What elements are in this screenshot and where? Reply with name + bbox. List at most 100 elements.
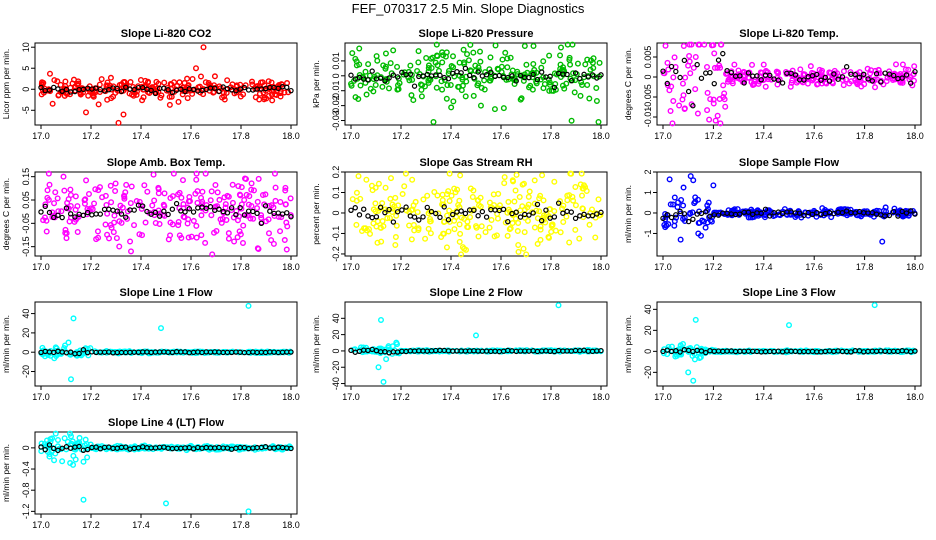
data-point: [501, 180, 508, 187]
reference-point: [513, 78, 519, 84]
reference-point: [547, 73, 553, 80]
data-point: [208, 188, 215, 195]
data-point: [531, 200, 538, 207]
data-point: [571, 89, 578, 96]
outlier-point: [677, 236, 684, 243]
data-point: [175, 218, 182, 225]
x-tick-label: 17.6: [182, 131, 200, 141]
data-point: [54, 78, 61, 85]
scatter-panel: Slope Li-820 CO2 17.0 17.2 17.4 17.6 17.8 18.0…: [1, 28, 300, 141]
data-point: [262, 191, 269, 198]
y-tick-label: 0.1: [331, 186, 341, 199]
data-point: [425, 77, 432, 84]
reference-point: [165, 211, 171, 218]
data-point: [696, 219, 703, 226]
data-point: [593, 85, 600, 92]
reference-point: [869, 78, 875, 84]
reference-point: [241, 84, 248, 91]
data-point: [178, 194, 185, 201]
x-tick-label: 17.4: [755, 392, 773, 402]
data-point: [569, 41, 576, 48]
data-point: [231, 90, 238, 97]
data-point: [560, 219, 567, 226]
x-tick-label: 17.2: [705, 392, 723, 402]
y-tick-label: -0.005: [643, 84, 653, 110]
data-point: [679, 80, 686, 87]
data-point: [686, 41, 693, 48]
reference-point: [399, 207, 405, 213]
reference-point: [55, 86, 61, 92]
data-point: [93, 236, 100, 243]
data-point: [526, 84, 533, 91]
reference-point: [543, 207, 549, 213]
data-point: [45, 170, 52, 177]
data-point: [199, 201, 206, 208]
y-axis-label: Licor ppm per min.: [1, 49, 11, 119]
data-point: [272, 197, 279, 204]
data-point: [47, 438, 54, 445]
data-point: [668, 83, 675, 90]
data-point: [145, 78, 152, 85]
reference-point: [407, 71, 414, 77]
data-point: [470, 92, 477, 99]
x-tick-label: 17.8: [542, 392, 560, 402]
data-point: [407, 62, 414, 69]
x-tick-label: 17.6: [805, 131, 823, 141]
data-point: [819, 67, 826, 74]
y-axis-label: degrees C per min.: [623, 48, 633, 120]
reference-point: [386, 206, 392, 213]
y-tick-label: 0.005: [643, 46, 653, 69]
data-point: [141, 182, 148, 189]
reference-point: [139, 203, 146, 209]
y-tick-label: 0: [21, 350, 31, 355]
data-point: [51, 457, 58, 464]
data-point: [277, 93, 284, 100]
data-point: [462, 93, 469, 100]
reference-point: [72, 88, 78, 95]
data-point: [161, 190, 168, 197]
reference-point: [668, 63, 675, 70]
data-point: [468, 207, 475, 214]
data-point: [546, 79, 553, 86]
data-point: [382, 184, 389, 191]
outlier-point: [192, 65, 199, 72]
data-point: [96, 81, 103, 88]
reference-point: [505, 74, 511, 81]
data-point: [62, 230, 69, 237]
data-point: [248, 186, 255, 193]
data-point: [144, 188, 151, 195]
outlier-point: [595, 119, 602, 126]
data-point: [563, 80, 570, 87]
reference-point: [737, 73, 743, 79]
data-point: [175, 222, 182, 229]
data-point: [787, 211, 794, 218]
reference-point: [84, 209, 91, 216]
reference-point: [471, 74, 477, 81]
data-point: [44, 187, 51, 194]
data-point: [670, 74, 677, 81]
data-point: [460, 46, 467, 53]
data-point: [171, 79, 178, 86]
data-point: [477, 102, 484, 109]
data-point: [876, 70, 883, 77]
data-point: [199, 198, 206, 205]
data-point: [714, 112, 721, 119]
data-point: [423, 55, 430, 62]
data-point: [880, 81, 887, 88]
data-point: [566, 239, 573, 246]
reference-point: [254, 210, 260, 217]
x-tick-label: 17.8: [542, 262, 560, 272]
reference-point: [471, 207, 477, 213]
data-point: [189, 76, 196, 83]
reference-point: [589, 212, 596, 219]
data-point: [540, 74, 547, 81]
panel-title: Slope Amb. Box Temp.: [107, 157, 226, 169]
reference-point: [720, 50, 726, 57]
reference-point: [152, 209, 159, 216]
outlier-point: [245, 508, 252, 515]
data-point: [505, 206, 512, 213]
reference-point: [55, 447, 61, 454]
data-point: [515, 220, 522, 227]
reference-point: [382, 78, 388, 84]
x-tick-label: 18.0: [592, 262, 610, 272]
